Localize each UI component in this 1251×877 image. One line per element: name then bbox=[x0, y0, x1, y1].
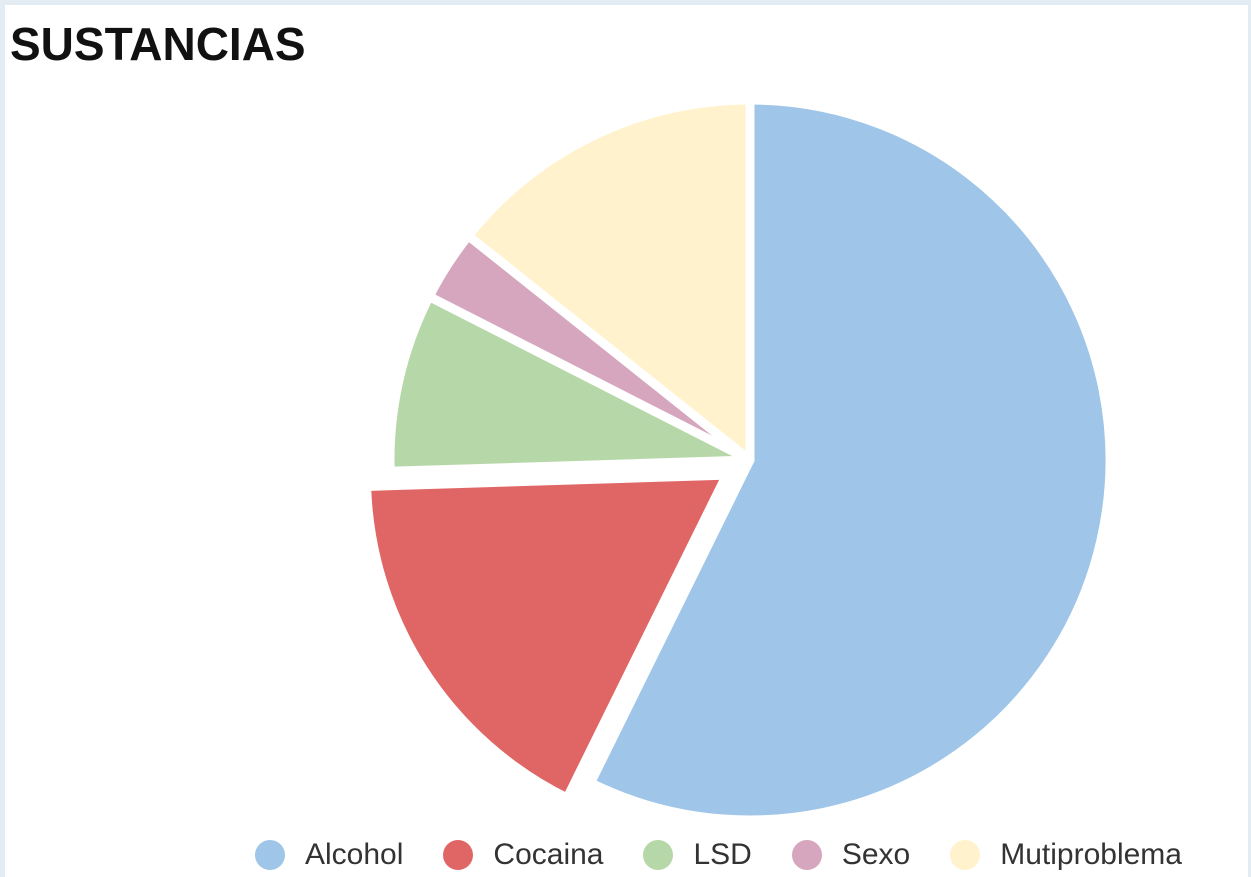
legend-item-mutiproblema[interactable]: Mutiproblema bbox=[950, 838, 1182, 872]
legend-label: LSD bbox=[693, 838, 752, 871]
legend-swatch-icon bbox=[950, 840, 981, 870]
legend-item-lsd[interactable]: LSD bbox=[643, 838, 752, 872]
legend-item-sexo[interactable]: Sexo bbox=[791, 838, 911, 872]
chart-legend: Alcohol Cocaina LSD Sexo Mutiproblema bbox=[255, 838, 1182, 872]
legend-swatch-icon bbox=[643, 840, 674, 870]
pie-slice-lsd[interactable] bbox=[385, 292, 755, 476]
legend-label: Mutiproblema bbox=[1000, 838, 1182, 871]
legend-label: Cocaina bbox=[493, 838, 604, 871]
pie-slices bbox=[362, 95, 1115, 825]
legend-item-alcohol[interactable]: Alcohol bbox=[255, 838, 403, 872]
legend-item-cocaina[interactable]: Cocaina bbox=[443, 838, 603, 872]
pie-slice-cocaina[interactable] bbox=[362, 470, 731, 803]
pie-slice-mutiproblema[interactable] bbox=[463, 95, 755, 465]
chart-title: SUSTANCIAS bbox=[10, 18, 306, 70]
pie-slice-alcohol[interactable] bbox=[586, 95, 1115, 825]
legend-swatch-icon bbox=[255, 840, 285, 870]
legend-swatch-icon bbox=[443, 840, 474, 870]
legend-label: Alcohol bbox=[305, 838, 404, 871]
legend-label: Sexo bbox=[841, 838, 911, 871]
legend-swatch-icon bbox=[791, 840, 822, 870]
